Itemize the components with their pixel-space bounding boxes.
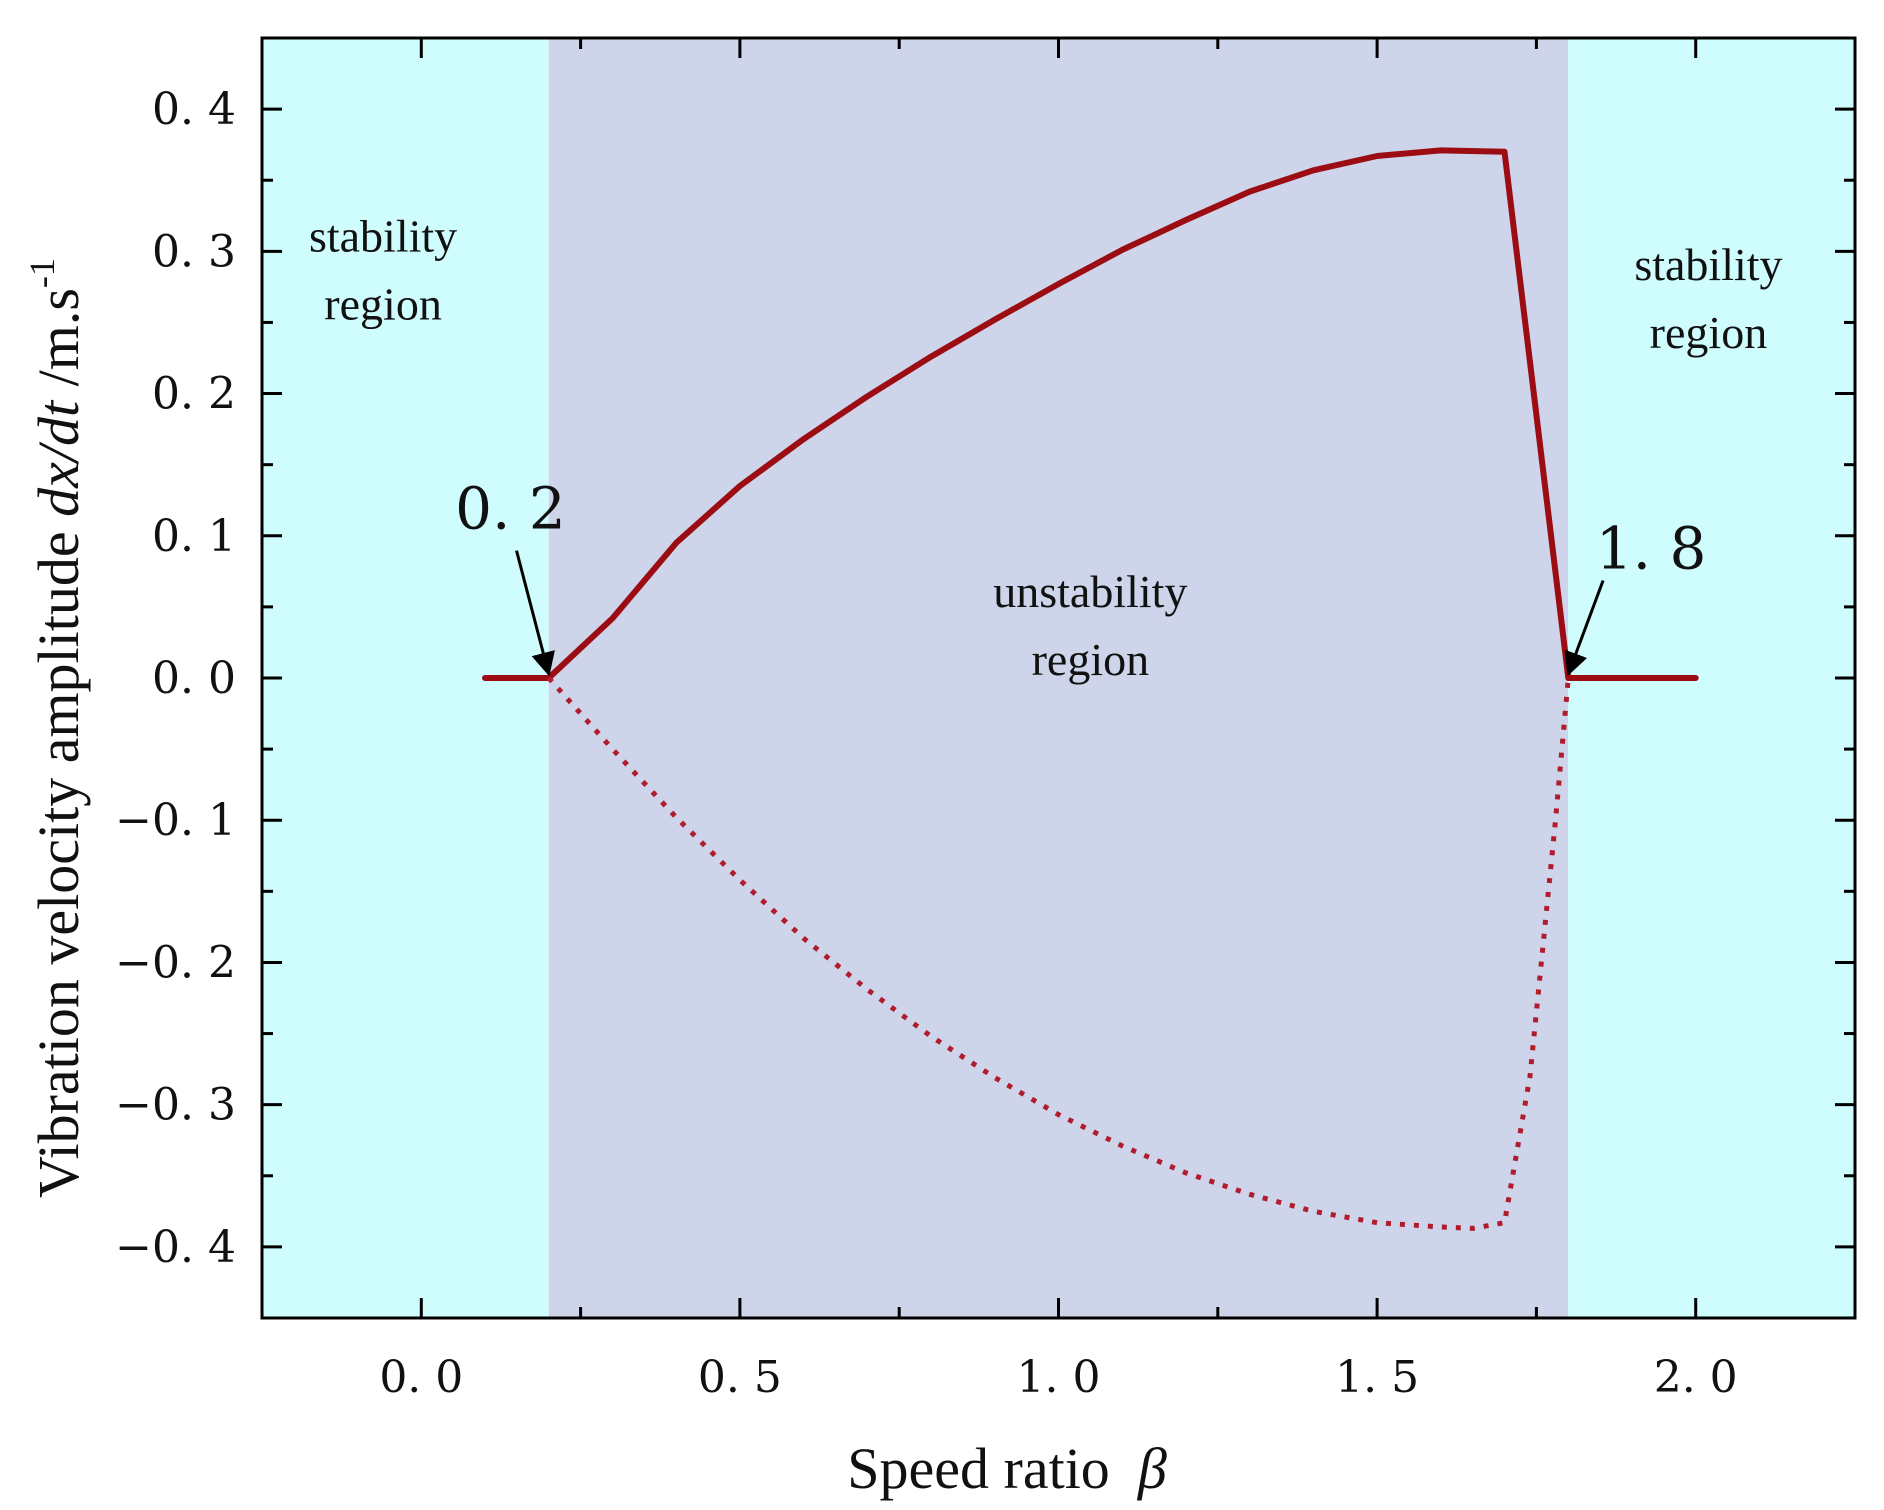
y-tick-label: −0. 3 [115,1080,236,1131]
x-tick-label: 0. 0 [379,1352,463,1403]
annotations-layer: 0. 2 1. 8 [455,475,1707,677]
region-label-line: stability [1634,239,1782,290]
region-label-line: stability [309,210,457,261]
series-line-1 [546,676,1571,1231]
y-tick-label: 0. 4 [152,84,236,135]
region-label-stability-right: stability region [1634,239,1782,358]
callout-arrow-1 [1564,579,1605,677]
y-tick-label: 0. 0 [152,653,236,704]
x-tick-label: 1. 5 [1335,1352,1419,1403]
region-label-line: region [324,278,442,329]
region-label-line: region [1032,634,1150,685]
callout-arrow-0 [515,550,555,677]
y-axis-title-exponent: -1 [22,258,62,288]
regions-layer [262,38,1855,1318]
callout-label-0: 0. 2 [455,475,566,543]
y-tick-label: −0. 2 [115,937,236,988]
y-tick-label: −0. 1 [115,795,236,846]
x-tick-label: 2. 0 [1654,1352,1738,1403]
x-tick-label: 1. 0 [1017,1352,1101,1403]
region-label-line: unstability [993,566,1187,617]
region-label-stability-left: stability region [309,210,457,329]
y-tick-label: 0. 2 [152,369,236,420]
series-line-0 [482,147,1699,681]
x-axis-title-text: Speed ratio [847,1436,1110,1501]
x-axis-title: Speed ratio β [847,1436,1167,1501]
region-label-line: region [1650,307,1768,358]
region-label-unstability: unstability region [993,566,1187,685]
y-tick-label: 0. 3 [152,226,236,277]
y-axis-title-prefix: Vibration velocity amplitude [26,517,91,1198]
x-axis-title-symbol: β [1137,1436,1167,1501]
y-axis-title-unit: /m.s [26,288,91,401]
y-axis-title: Vibration velocity amplitude dx/dt /m.s-… [22,258,91,1198]
series-layer [482,147,1699,1231]
y-axis-title-variable: dx/dt [26,399,91,517]
x-tick-label: 0. 5 [698,1352,782,1403]
y-tick-label: −0. 4 [115,1222,236,1273]
y-tick-label: 0. 1 [152,511,236,562]
axes-layer: 0. 0 0. 5 1. 0 1. 5 2. 0 0. 4 0. 3 0. 2 0. 1 0. 0… [115,36,1857,1403]
region-unstability [548,38,1569,1318]
callout-label-1: 1. 8 [1596,514,1707,582]
